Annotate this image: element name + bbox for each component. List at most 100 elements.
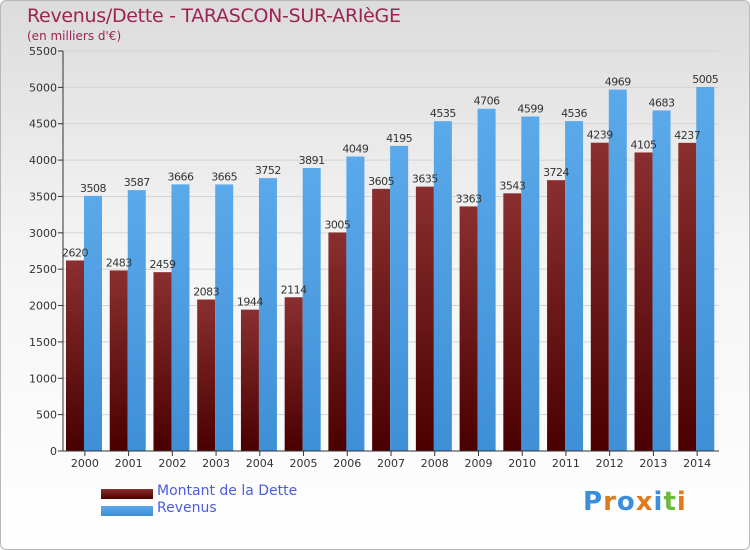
data-label-dette: 4237 <box>674 129 700 142</box>
data-label-dette: 4239 <box>587 129 613 142</box>
chart-subtitle: (en milliers d'€) <box>27 29 122 43</box>
x-tick-label: 2002 <box>158 457 186 470</box>
bar-dette <box>590 142 609 451</box>
x-tick-label: 2010 <box>508 457 536 470</box>
legend-label-dette: Montant de la Dette <box>157 483 298 499</box>
chart-title: Revenus/Dette - TARASCON-SUR-ARIèGE <box>27 5 401 27</box>
bar-dette <box>372 188 391 451</box>
data-label-dette: 3363 <box>456 192 482 205</box>
data-label-dette: 1944 <box>237 296 263 309</box>
x-tick-label: 2003 <box>202 457 230 470</box>
legend-swatch-revenus <box>101 506 153 516</box>
data-label-dette: 3543 <box>499 179 525 192</box>
data-label-revenus: 3752 <box>255 164 281 177</box>
bar-revenus <box>433 121 452 451</box>
y-tick-label: 1000 <box>29 372 57 385</box>
y-tick-label: 4500 <box>29 118 57 131</box>
bar-revenus <box>521 116 540 451</box>
y-tick-label: 0 <box>50 445 57 458</box>
bars <box>66 87 715 452</box>
bar-dette <box>328 232 347 451</box>
data-label-revenus: 4536 <box>561 107 587 120</box>
x-tick-label: 2014 <box>683 457 711 470</box>
data-label-revenus: 3665 <box>211 170 237 183</box>
data-label-revenus: 3666 <box>167 170 193 183</box>
bar-revenus <box>258 178 277 452</box>
data-label-dette: 4105 <box>631 138 657 151</box>
bar-revenus <box>171 184 190 451</box>
y-tick-label: 500 <box>36 409 57 422</box>
bar-dette <box>503 193 522 451</box>
x-tick-label: 2013 <box>639 457 667 470</box>
bar-revenus <box>390 145 409 451</box>
y-tick-label: 3000 <box>29 227 57 240</box>
x-tick-label: 2004 <box>246 457 274 470</box>
data-label-revenus: 4535 <box>430 107 456 120</box>
bar-dette <box>459 206 478 451</box>
data-label-revenus: 3891 <box>299 154 325 167</box>
x-tick-label: 2001 <box>115 457 143 470</box>
bar-dette <box>109 270 128 451</box>
x-axis-ticks: 2000 2001 2002 2003 2004 2005 2006 2007 2008 2009… <box>71 451 711 470</box>
data-label-dette: 2459 <box>149 258 175 271</box>
data-label-dette: 3005 <box>324 218 350 231</box>
bar-dette <box>240 309 259 451</box>
data-label-dette: 2620 <box>62 246 88 259</box>
data-label-revenus: 4706 <box>474 95 500 108</box>
bar-revenus <box>127 190 146 452</box>
bar-revenus <box>346 156 365 451</box>
data-label-revenus: 4969 <box>605 76 631 89</box>
bar-dette <box>153 272 172 451</box>
data-label-revenus: 4049 <box>342 143 368 156</box>
legend-label-revenus: Revenus <box>157 500 217 516</box>
data-label-revenus: 3508 <box>80 182 106 195</box>
data-label-dette: 2483 <box>106 256 132 269</box>
x-tick-label: 2009 <box>464 457 492 470</box>
data-label-revenus: 4683 <box>649 96 675 109</box>
bar-revenus <box>302 168 321 451</box>
data-label-dette: 3605 <box>368 175 394 188</box>
data-label-dette: 3635 <box>412 173 438 186</box>
x-tick-label: 2008 <box>421 457 449 470</box>
data-label-dette: 2114 <box>281 283 307 296</box>
x-tick-label: 2006 <box>333 457 361 470</box>
y-axis-ticks: 0 500 1000 1500 2000 2500 3000 3500 4000 4500 5000… <box>29 45 63 458</box>
bar-revenus <box>84 195 102 451</box>
y-tick-label: 2000 <box>29 300 57 313</box>
y-tick-label: 5500 <box>29 45 57 58</box>
data-label-revenus: 4599 <box>517 103 543 116</box>
bar-revenus <box>477 108 496 451</box>
x-tick-label: 2000 <box>71 457 99 470</box>
y-tick-label: 4000 <box>29 154 57 167</box>
x-tick-label: 2011 <box>552 457 580 470</box>
proxiti-logo: Proxiti <box>583 487 687 517</box>
bar-dette <box>415 186 434 452</box>
data-label-revenus: 5005 <box>692 73 718 86</box>
bar-dette <box>547 180 566 451</box>
bar-revenus <box>696 87 715 451</box>
x-tick-label: 2005 <box>290 457 318 470</box>
bar-dette <box>634 152 653 452</box>
data-label-dette: 2083 <box>193 286 219 299</box>
x-tick-label: 2012 <box>596 457 624 470</box>
x-tick-label: 2007 <box>377 457 405 470</box>
y-tick-label: 1500 <box>29 336 57 349</box>
bar-revenus <box>215 184 234 452</box>
legend-swatch-dette <box>101 489 153 499</box>
bar-dette <box>678 142 697 451</box>
bar-dette <box>197 299 216 451</box>
bar-revenus <box>652 110 671 451</box>
bar-revenus <box>608 89 627 452</box>
data-label-revenus: 3587 <box>124 176 150 189</box>
data-label-revenus: 4195 <box>386 132 412 145</box>
bar-dette <box>284 297 303 451</box>
y-tick-label: 2500 <box>29 263 57 276</box>
data-label-dette: 3724 <box>543 166 569 179</box>
bar-revenus <box>565 121 584 451</box>
y-tick-label: 5000 <box>29 81 57 94</box>
bar-dette <box>66 260 84 451</box>
data-labels: 2620 3508 2483 3587 2459 3666 2083 3665 1944 3752… <box>62 73 719 309</box>
y-tick-label: 3500 <box>29 190 57 203</box>
